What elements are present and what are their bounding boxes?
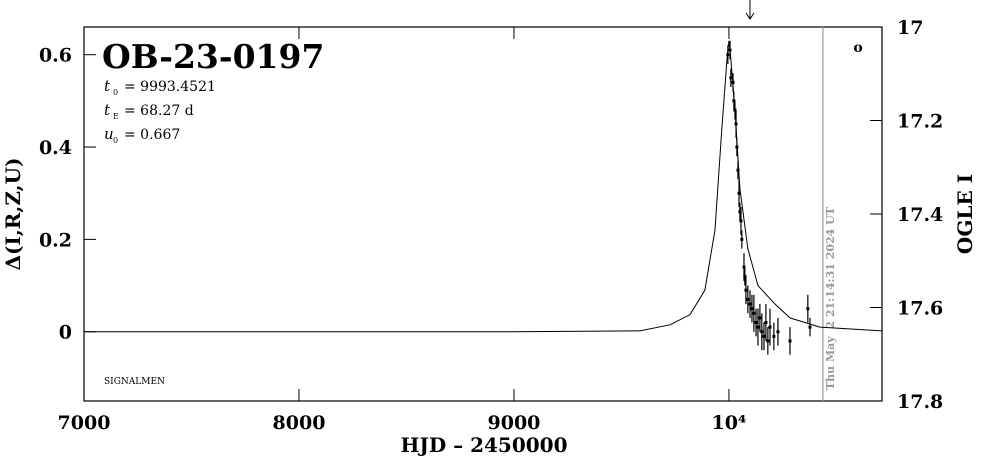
y-tick-label: 0 xyxy=(59,322,72,344)
data-point xyxy=(760,313,764,351)
x-tick-label: 8000 xyxy=(273,412,326,434)
point xyxy=(748,302,752,306)
param-sub: 0 xyxy=(113,136,118,145)
data-point xyxy=(750,294,754,323)
time-marker-label: Thu May 2 21:14:31 2024 UT xyxy=(824,206,837,390)
param-sub: 0 xyxy=(113,88,118,97)
x-tick-label: 10⁴ xyxy=(712,412,747,434)
data-point xyxy=(738,202,742,221)
point xyxy=(735,145,739,149)
point xyxy=(744,288,748,292)
y2-tick-label: 17.8 xyxy=(897,391,943,413)
y2-axis-label: OGLE I xyxy=(953,174,977,254)
param-value: = 0.667 xyxy=(124,127,180,143)
point xyxy=(756,325,760,329)
y-axis-label: Δ(I,R,Z,U) xyxy=(1,158,25,271)
data-point xyxy=(735,137,739,157)
point xyxy=(726,53,730,57)
data-point xyxy=(729,68,733,88)
param-symbol: t xyxy=(104,77,111,95)
marker-symbol: o xyxy=(853,40,862,56)
data-point xyxy=(764,304,768,341)
data-point xyxy=(772,322,776,351)
y2-tick-label: 17.4 xyxy=(897,204,943,226)
point xyxy=(742,265,746,269)
x-axis-label: HJD – 2450000 xyxy=(400,433,567,457)
data-point xyxy=(731,73,735,92)
data-point xyxy=(806,294,810,323)
data-point xyxy=(788,327,792,355)
data-point xyxy=(743,267,747,286)
param-symbol: t xyxy=(104,101,111,119)
data-point xyxy=(732,91,736,111)
data-point xyxy=(748,290,752,318)
point xyxy=(808,325,812,329)
point xyxy=(732,99,736,103)
data-point xyxy=(754,308,758,337)
point xyxy=(729,76,733,80)
y2-tick-label: 17 xyxy=(897,17,923,39)
arrow-head xyxy=(745,12,755,20)
data-point xyxy=(728,40,732,60)
data-point xyxy=(752,294,756,332)
x-tick-label: 9000 xyxy=(488,412,541,434)
point xyxy=(752,311,756,315)
point xyxy=(737,191,741,195)
point xyxy=(772,334,776,338)
point xyxy=(776,330,780,334)
data-point xyxy=(734,110,738,138)
param-value: = 68.27 d xyxy=(124,103,194,119)
model-curve xyxy=(84,40,883,333)
data-point xyxy=(758,304,762,332)
data-point xyxy=(733,100,737,120)
point xyxy=(768,325,772,329)
data-point xyxy=(768,308,772,346)
point xyxy=(750,307,754,311)
point xyxy=(754,321,758,325)
y-tick-label: 0.2 xyxy=(39,229,72,251)
data-point xyxy=(766,327,770,355)
point xyxy=(728,48,732,52)
x-tick-label: 7000 xyxy=(58,412,111,434)
point xyxy=(733,108,737,112)
data-point xyxy=(737,179,741,208)
point xyxy=(740,237,744,241)
point xyxy=(738,210,742,214)
point xyxy=(762,334,766,338)
point xyxy=(734,122,738,126)
point xyxy=(736,168,740,172)
param-sub: E xyxy=(113,112,119,121)
data-point xyxy=(744,276,748,305)
point xyxy=(739,219,743,223)
data-point xyxy=(756,308,760,346)
param-symbol: u xyxy=(104,125,114,143)
point xyxy=(743,274,747,278)
point xyxy=(758,316,762,320)
point xyxy=(806,307,810,311)
data-point xyxy=(726,45,730,64)
data-point xyxy=(739,207,743,235)
data-point xyxy=(808,317,812,337)
point xyxy=(760,330,764,334)
y2-tick-label: 17.6 xyxy=(897,298,943,320)
data-point xyxy=(746,285,750,314)
point xyxy=(731,80,735,84)
param-value: = 9993.4521 xyxy=(124,79,216,95)
y2-tick-label: 17.2 xyxy=(897,111,943,133)
data-point xyxy=(776,317,780,346)
data-point xyxy=(736,160,740,180)
point xyxy=(766,339,770,343)
point xyxy=(788,339,792,343)
y-tick-label: 0.4 xyxy=(39,137,72,159)
point xyxy=(746,297,750,301)
point xyxy=(764,321,768,325)
data-point xyxy=(762,322,766,351)
data-point xyxy=(740,230,744,249)
note: SIGNALMEN xyxy=(104,377,165,387)
y-tick-label: 0.6 xyxy=(39,45,72,67)
chart-title: OB-23-0197 xyxy=(102,37,324,76)
